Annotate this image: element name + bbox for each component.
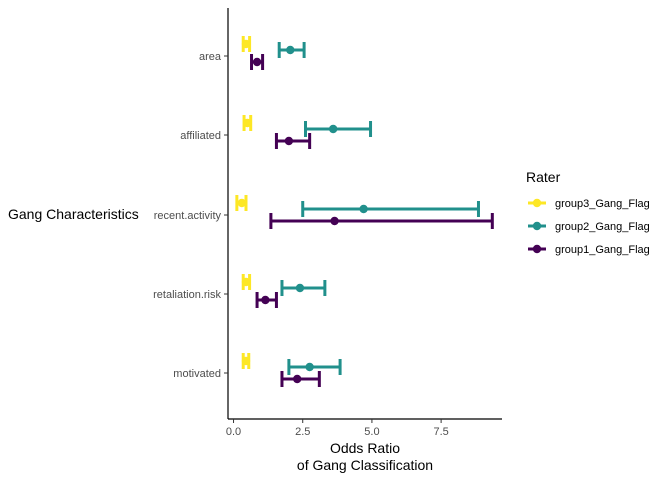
x-axis-title-line2: of Gang Classification	[297, 457, 433, 473]
x-tick-label: 0.0	[226, 426, 241, 438]
estimate-point-area	[241, 39, 251, 49]
estimate-point-affiliated	[328, 124, 338, 134]
legend-key-group2_Gang_Flag	[528, 221, 546, 231]
estimate-point-retaliation-risk	[241, 277, 251, 287]
estimate-point-area	[286, 45, 295, 55]
axes: Gang Characteristics Odds Ratio of Gang …	[8, 8, 502, 473]
legend: Rater group3_Gang_Flag group2_Gang_Flaggr…	[526, 169, 650, 256]
estimate-point-motivated	[292, 374, 302, 384]
estimate-point-affiliated	[284, 136, 294, 146]
estimate-point-recent-activity	[359, 204, 368, 214]
plot-panel	[235, 36, 494, 387]
x-axis-title-line1: Odds Ratio	[330, 440, 400, 456]
x-tick-label: 2.5	[295, 426, 310, 438]
legend-key-group3_Gang_Flag	[528, 198, 546, 208]
estimate-point-affiliated	[243, 118, 252, 128]
y-tick-label-motivated: motivated	[173, 368, 221, 380]
estimate-point-recent-activity	[237, 198, 247, 208]
estimate-point-retaliation-risk	[295, 283, 305, 293]
legend-key-point	[532, 244, 542, 254]
x-tick-label: 5.0	[364, 426, 379, 438]
y-axis-title: Gang Characteristics	[8, 206, 139, 222]
legend-key-point	[532, 221, 542, 231]
series-group3_Gang_Flag	[235, 36, 253, 369]
series-group2_Gang_Flag	[277, 42, 480, 375]
estimate-point-motivated	[305, 362, 314, 372]
estimate-point-motivated	[241, 356, 251, 366]
y-tick-label-area: area	[199, 51, 222, 63]
y-tick-label-recent-activity: recent.activity	[154, 210, 222, 222]
legend-title: Rater	[526, 169, 561, 185]
legend-label-group2_Gang_Flag: group2_Gang_Flag	[555, 221, 650, 233]
legend-key-group1_Gang_Flag	[528, 244, 546, 254]
x-tick-label: 7.5	[433, 426, 448, 438]
estimate-point-retaliation-risk	[261, 295, 270, 305]
series-group1_Gang_Flag	[250, 54, 494, 387]
estimate-point-area	[252, 57, 262, 67]
y-tick-label-retaliation-risk: retaliation.risk	[153, 289, 221, 301]
y-tick-label-affiliated: affiliated	[180, 130, 221, 142]
estimate-point-recent-activity	[330, 216, 339, 226]
legend-key-point	[532, 198, 542, 208]
legend-label-group1_Gang_Flag: group1_Gang_Flag	[555, 244, 650, 256]
legend-label-group3_Gang_Flag: group3_Gang_Flag	[555, 198, 650, 210]
